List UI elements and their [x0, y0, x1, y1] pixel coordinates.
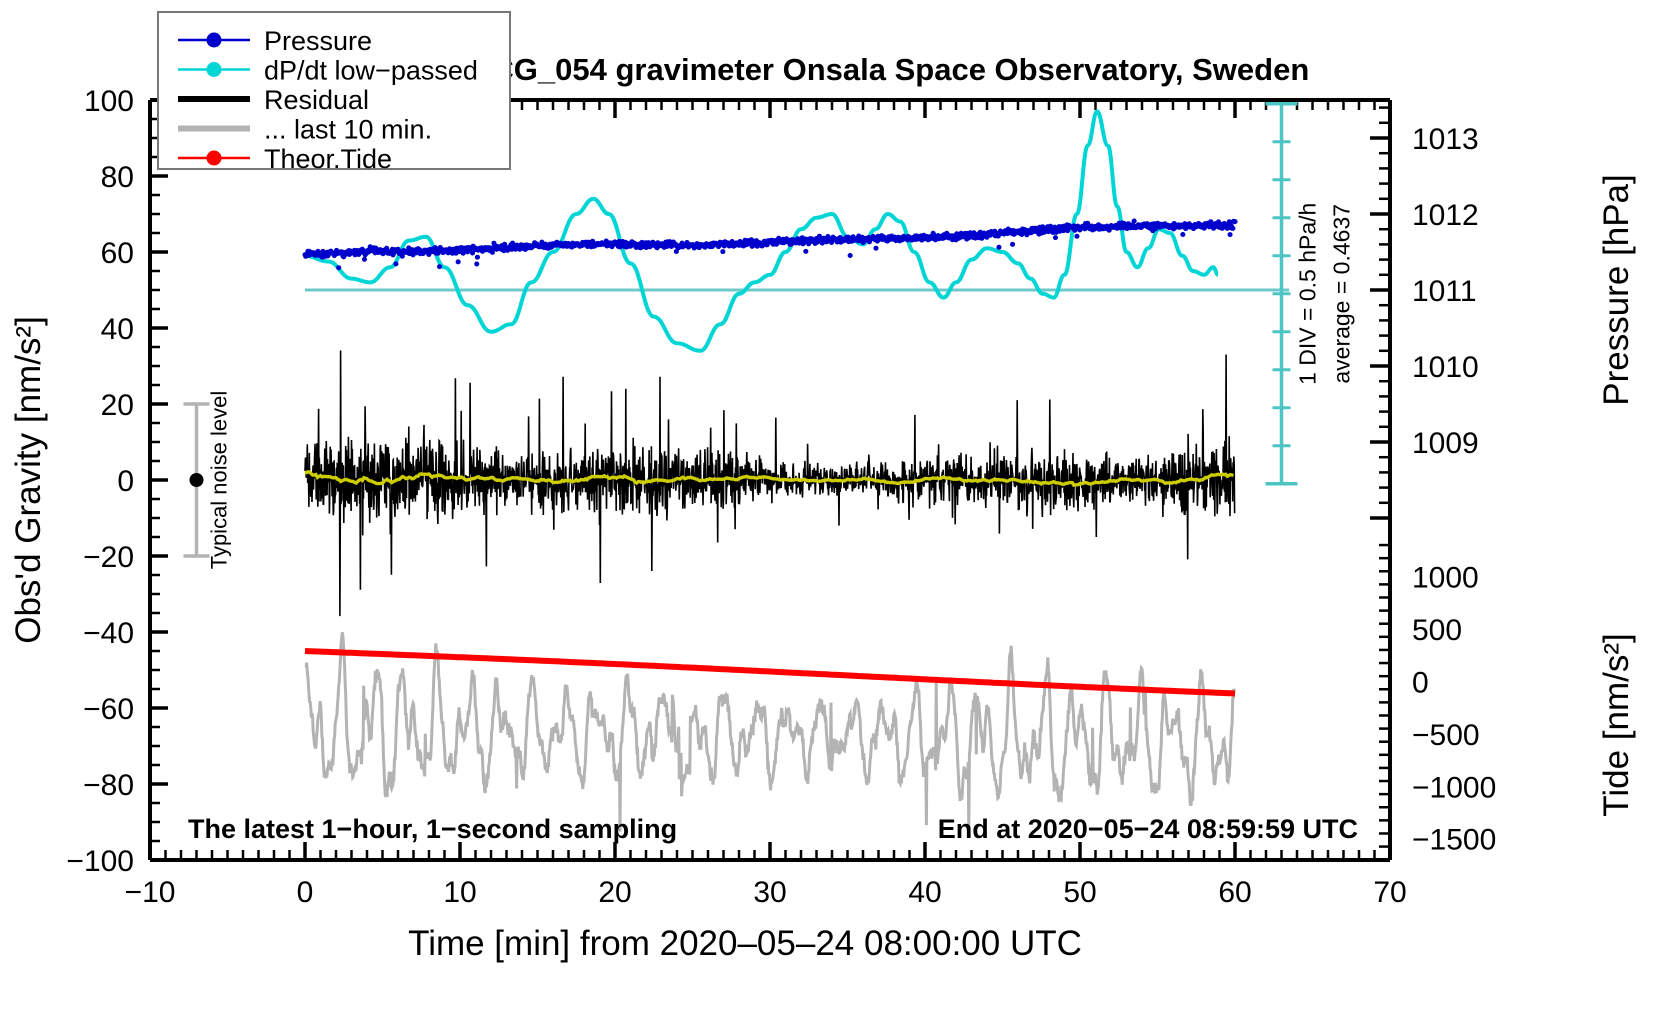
legend-marker-dot: [206, 150, 222, 166]
y-tick-label: −60: [83, 693, 134, 726]
pressure-tick-label: 1013: [1412, 123, 1479, 156]
typical-noise-level-annotation: Typical noise level: [183, 391, 232, 570]
y-tick-label: 20: [101, 389, 134, 422]
scalebar-average-label: average = 0.4637: [1329, 204, 1355, 384]
x-axis-title: Time [min] from 2020–05–24 08:00:00 UTC: [408, 924, 1082, 963]
legend-item-label: dP/dt low−passed: [264, 56, 478, 86]
dpdt-scalebar: 1 DIV = 0.5 hPa/h average = 0.4637: [1265, 102, 1355, 486]
tide-tick-label: 1000: [1412, 562, 1479, 595]
x-tick-label: 70: [1373, 876, 1406, 909]
y-tick-label: 0: [117, 465, 134, 498]
footer-right-note: End at 2020−05−24 08:59:59 UTC: [938, 814, 1358, 844]
y-tick-label: 80: [101, 161, 134, 194]
tide-tick-label: 0: [1412, 666, 1429, 699]
pressure-tick-label: 1012: [1412, 199, 1479, 232]
legend-marker-dot: [206, 32, 222, 48]
y-tick-label: −100: [66, 845, 134, 878]
x-tick-label: 30: [753, 876, 786, 909]
legend-item-label: Pressure: [264, 26, 372, 56]
tide-axis-title: Tide [nm/s²]: [1597, 633, 1636, 816]
legend-item-label: ... last 10 min.: [264, 115, 432, 145]
pressure-tick-label: 1011: [1412, 275, 1477, 308]
x-tick-label: 40: [908, 876, 941, 909]
x-tick-label: 0: [297, 876, 314, 909]
scalebar-division-label: 1 DIV = 0.5 hPa/h: [1295, 203, 1321, 385]
y-axis-title: Obs'd Gravity [nm/s²]: [9, 316, 48, 644]
series-residual-smoothed: [304, 470, 1234, 487]
x-tick-label: 20: [598, 876, 631, 909]
legend-marker-dot: [206, 62, 222, 77]
series-pressure: [302, 218, 1238, 271]
pressure-axis-ticks: 1013 1012 1011 1010 1009: [1370, 106, 1479, 520]
series-last-10-min: [304, 631, 1236, 832]
legend-item[interactable]: Pressure: [178, 26, 372, 56]
y-tick-label: −80: [83, 769, 134, 802]
tide-tick-label: −1000: [1412, 771, 1496, 804]
tide-axis-ticks: 1000 500 0 −500 −1000 −1500: [1379, 543, 1496, 857]
x-tick-label: 10: [443, 876, 476, 909]
page-title: SCG_054 gravimeter Onsala Space Observat…: [471, 52, 1310, 87]
y-tick-label: 40: [101, 313, 134, 346]
legend-item-label: Theor.Tide: [264, 144, 392, 174]
pressure-axis-title: Pressure [hPa]: [1597, 174, 1636, 406]
tide-tick-label: 500: [1412, 614, 1462, 647]
x-tick-label: 60: [1218, 876, 1251, 909]
y-tick-label: 100: [84, 85, 134, 118]
x-tick-label: −10: [125, 876, 176, 909]
data-curves: [302, 109, 1290, 832]
tide-tick-label: −500: [1412, 719, 1480, 752]
legend-item-label: Residual: [264, 85, 369, 115]
series-theoretical-tide: [304, 648, 1236, 697]
tide-tick-label: −1500: [1412, 824, 1496, 857]
footer-left-note: The latest 1−hour, 1−second sampling: [188, 814, 677, 844]
pressure-tick-label: 1009: [1412, 427, 1479, 460]
y-tick-label: −40: [83, 617, 134, 650]
series-residual: [304, 350, 1236, 617]
y-tick-label: 60: [101, 237, 134, 270]
legend-item[interactable]: dP/dt low−passed: [178, 56, 478, 86]
noise-level-label: Typical noise level: [207, 391, 232, 570]
y-axis-ticks: 100 80 60 40 20 0 −20 −40 −60 −80 −100: [66, 85, 168, 878]
x-tick-label: 50: [1063, 876, 1096, 909]
y-tick-label: −20: [83, 541, 134, 574]
legend-item[interactable]: Residual: [178, 85, 369, 115]
legend-item[interactable]: ... last 10 min.: [178, 115, 432, 145]
legend-item[interactable]: Theor.Tide: [178, 144, 392, 174]
pressure-tick-label: 1010: [1412, 351, 1479, 384]
